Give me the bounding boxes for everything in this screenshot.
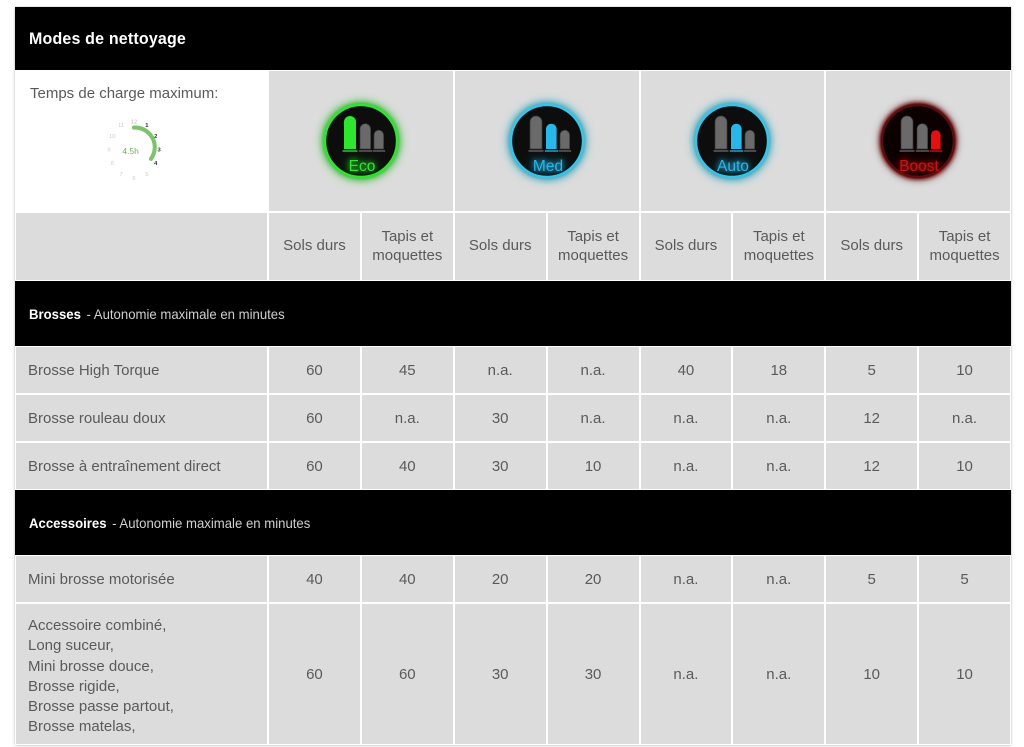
- svg-text:11: 11: [118, 123, 124, 129]
- svg-text:8: 8: [111, 161, 114, 167]
- svg-text:Eco: Eco: [349, 158, 376, 175]
- svg-text:4: 4: [154, 161, 158, 167]
- svg-text:10: 10: [109, 134, 115, 140]
- svg-text:4.5h: 4.5h: [122, 146, 139, 156]
- svg-text:7: 7: [119, 172, 122, 178]
- svg-text:Boost: Boost: [899, 158, 939, 175]
- svg-text:5: 5: [145, 172, 148, 178]
- svg-text:12: 12: [131, 119, 137, 125]
- svg-text:Med: Med: [533, 158, 563, 175]
- svg-text:9: 9: [107, 147, 110, 153]
- svg-text:3: 3: [158, 147, 161, 153]
- svg-text:Auto: Auto: [717, 158, 749, 175]
- svg-text:6: 6: [132, 176, 135, 182]
- svg-text:1: 1: [145, 123, 149, 129]
